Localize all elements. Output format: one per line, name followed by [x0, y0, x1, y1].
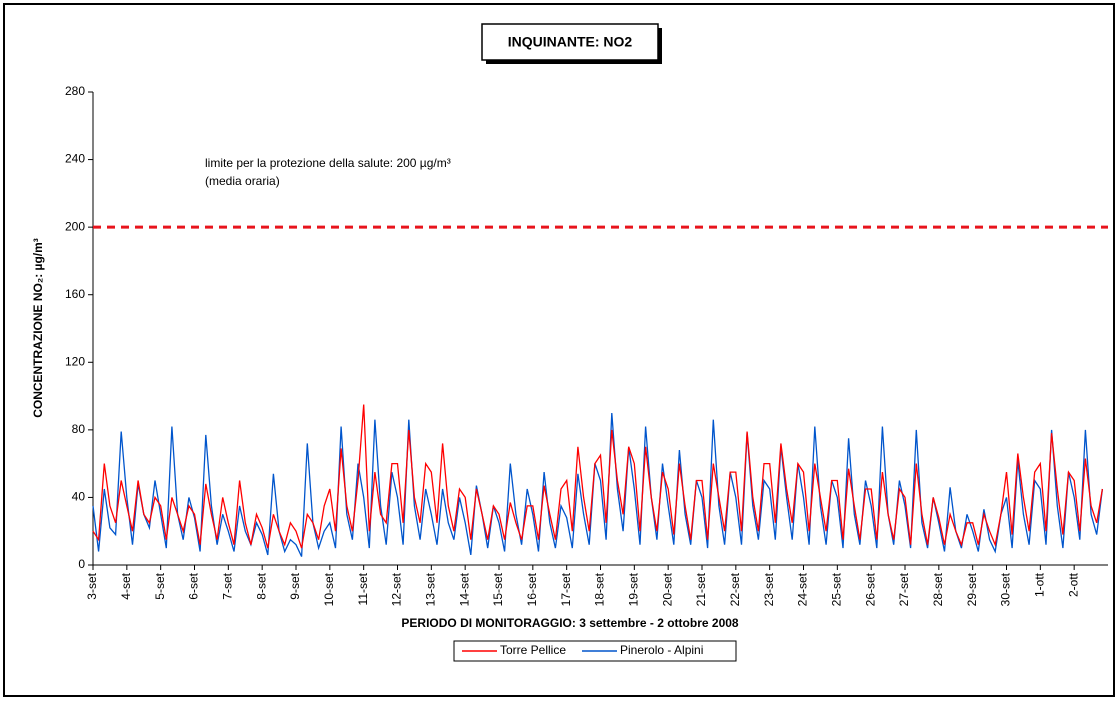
x-tick-label: 2-ott — [1066, 572, 1080, 597]
x-tick-label: 22-set — [728, 572, 742, 606]
legend-label: Pinerolo - Alpini — [620, 643, 703, 657]
annotation: (media oraria) — [205, 174, 280, 188]
x-tick-label: 15-set — [491, 572, 505, 606]
legend-label: Torre Pellice — [500, 643, 566, 657]
frame — [3, 3, 1115, 697]
x-tick-label: 6-set — [187, 572, 201, 599]
y-tick-label: 80 — [72, 422, 86, 436]
x-tick-label: 21-set — [694, 572, 708, 606]
y-axis-label: CONCENTRAZIONE NO₂: µg/m³ — [31, 238, 45, 418]
x-tick-label: 8-set — [254, 572, 268, 599]
x-tick-label: 30-set — [999, 572, 1013, 606]
x-tick-label: 14-set — [457, 572, 471, 606]
x-tick-label: 23-set — [762, 572, 776, 606]
y-tick-label: 120 — [65, 354, 85, 368]
x-tick-label: 12-set — [390, 572, 404, 606]
x-tick-label: 25-set — [830, 572, 844, 606]
x-tick-label: 27-set — [897, 572, 911, 606]
series-line — [92, 404, 1104, 549]
x-tick-label: 24-set — [796, 572, 810, 606]
x-tick-label: 19-set — [627, 572, 641, 606]
x-tick-label: 17-set — [559, 572, 573, 606]
x-tick-label: 13-set — [424, 572, 438, 606]
chart-title: INQUINANTE: NO2 — [508, 34, 633, 50]
x-tick-label: 3-set — [85, 572, 99, 599]
title-box — [481, 23, 659, 61]
x-tick-label: 10-set — [322, 572, 336, 606]
y-tick-label: 280 — [65, 84, 85, 98]
x-tick-label: 29-set — [965, 572, 979, 606]
y-tick-label: 160 — [65, 287, 85, 301]
y-tick-label: 200 — [65, 219, 85, 233]
series-line — [92, 412, 1104, 557]
x-tick-label: 5-set — [153, 572, 167, 599]
y-tick-label: 0 — [78, 557, 85, 571]
y-tick-label: 40 — [72, 490, 86, 504]
x-axis-label: PERIODO DI MONITORAGGIO: 3 settembre - 2… — [401, 616, 739, 630]
x-tick-label: 16-set — [525, 572, 539, 606]
x-tick-label: 7-set — [221, 572, 235, 599]
annotation: limite per la protezione della salute: 2… — [205, 156, 451, 170]
x-tick-label: 9-set — [288, 572, 302, 599]
x-tick-label: 26-set — [863, 572, 877, 606]
x-tick-label: 4-set — [119, 572, 133, 599]
x-tick-label: 1-ott — [1033, 572, 1047, 597]
y-tick-label: 240 — [65, 152, 85, 166]
x-tick-label: 28-set — [931, 572, 945, 606]
x-tick-label: 18-set — [593, 572, 607, 606]
x-tick-label: 20-set — [660, 572, 674, 606]
x-tick-label: 11-set — [356, 572, 370, 605]
